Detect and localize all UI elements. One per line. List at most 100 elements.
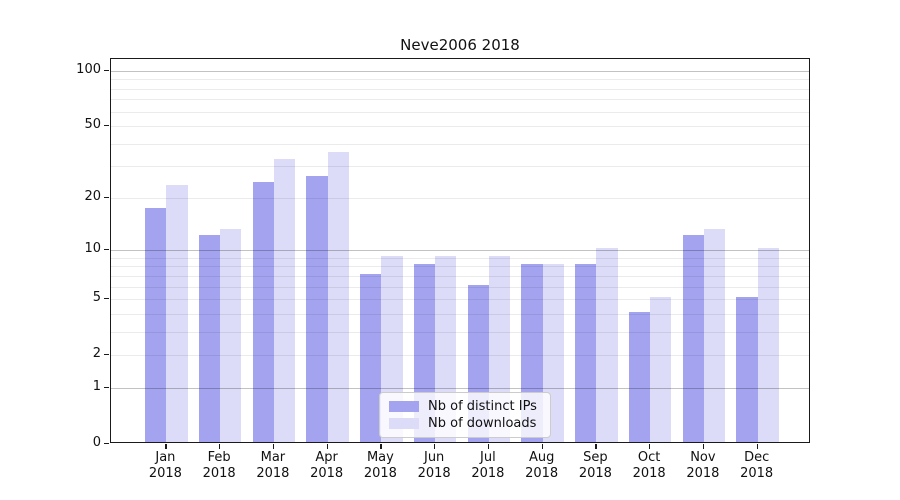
minor-gridline-40 [111, 143, 809, 145]
bar-apr-distinct-ips [306, 175, 328, 442]
x-label-month: Jan [155, 450, 176, 465]
x-tick-label-jan: Jan 2018 [149, 450, 182, 482]
bar-feb-downloads [220, 228, 242, 442]
x-tick-feb [219, 444, 221, 449]
minor-gridline-80 [111, 88, 809, 90]
minor-gridline-50 [111, 126, 809, 128]
bar-dec-distinct-ips [736, 297, 758, 442]
x-tick-mar [272, 444, 275, 449]
x-label-year: 2018 [686, 466, 720, 481]
x-label-month: Nov [690, 450, 716, 465]
minor-gridline-90 [111, 79, 809, 81]
bar-feb-distinct-ips [198, 234, 221, 442]
x-tick-label-jul: Jul 2018 [471, 450, 504, 482]
bar-sep-distinct-ips [575, 264, 597, 442]
x-tick-label-aug: Aug 2018 [525, 450, 558, 482]
x-label-year: 2018 [148, 466, 182, 481]
x-label-month: Aug [528, 450, 555, 465]
chart-title: Neve2006 2018 [400, 36, 520, 54]
major-gridline-100 [111, 70, 809, 72]
x-label-month: Jul [480, 450, 496, 465]
y-tick-label-10: 10 [84, 241, 101, 257]
bar-may-distinct-ips [360, 273, 382, 442]
bar-mar-downloads [273, 159, 296, 442]
x-tick-label-oct: Oct 2018 [633, 450, 666, 482]
x-tick-oct [649, 444, 651, 449]
minor-gridline-6 [111, 286, 809, 288]
x-tick-nov [702, 444, 705, 449]
bar-jan-distinct-ips [145, 208, 167, 442]
y-tick-50 [104, 125, 109, 127]
x-tick-label-mar: Mar 2018 [256, 450, 289, 482]
minor-gridline-9 [111, 257, 809, 259]
x-label-year: 2018 [525, 466, 559, 481]
y-tick-20 [104, 196, 109, 199]
x-tick-may [380, 444, 382, 449]
x-tick-label-nov: Nov 2018 [686, 450, 719, 482]
legend: Nb of distinct IPs Nb of downloads [379, 392, 551, 438]
x-label-year: 2018 [471, 466, 505, 481]
x-label-month: Jun [423, 450, 445, 465]
x-tick-jan [165, 444, 167, 449]
x-label-year: 2018 [740, 466, 774, 481]
y-tick-label-5: 5 [92, 290, 101, 306]
x-label-month: Dec [744, 450, 770, 465]
legend-swatch-downloads [389, 418, 419, 429]
x-tick-dec [756, 444, 758, 449]
y-tick-2 [104, 354, 109, 356]
minor-gridline-4 [111, 313, 809, 315]
x-tick-sep [595, 444, 597, 449]
x-tick-label-dec: Dec 2018 [740, 450, 773, 482]
x-tick-label-sep: Sep 2018 [579, 450, 612, 482]
y-tick-0 [104, 443, 109, 445]
x-tick-jun [434, 444, 436, 449]
x-label-year: 2018 [578, 466, 612, 481]
x-label-year: 2018 [310, 466, 344, 481]
x-label-year: 2018 [363, 466, 397, 481]
x-tick-apr [326, 444, 328, 449]
legend-item-distinct-ips: Nb of distinct IPs [389, 399, 541, 414]
x-tick-label-apr: Apr 2018 [310, 450, 343, 482]
x-label-month: Oct [637, 450, 661, 465]
x-tick-aug [541, 444, 543, 449]
bar-apr-downloads [327, 152, 349, 442]
x-label-month: Sep [583, 450, 608, 465]
minor-gridline-20 [111, 197, 809, 199]
bar-oct-downloads [650, 297, 672, 442]
legend-label-distinct-ips: Nb of distinct IPs [428, 399, 537, 414]
y-tick-10 [104, 249, 109, 251]
x-label-month: Mar [260, 450, 286, 465]
bar-dec-downloads [757, 248, 779, 442]
y-tick-label-2: 2 [92, 346, 101, 362]
y-tick-5 [104, 298, 109, 300]
legend-swatch-distinct-ips [389, 401, 419, 412]
major-gridline-1 [111, 387, 809, 389]
x-label-year: 2018 [256, 466, 290, 481]
minor-gridline-7 [111, 275, 809, 277]
x-label-year: 2018 [417, 466, 451, 481]
x-tick-label-jun: Jun 2018 [418, 450, 451, 482]
y-tick-label-20: 20 [84, 188, 101, 204]
x-tick-label-feb: Feb 2018 [203, 450, 236, 482]
x-label-month: Feb [207, 450, 231, 465]
y-tick-label-100: 100 [76, 61, 101, 77]
bar-mar-distinct-ips [252, 181, 274, 442]
bar-sep-downloads [596, 248, 618, 442]
x-tick-jul [487, 444, 490, 449]
bar-oct-distinct-ips [628, 311, 651, 442]
y-tick-label-0: 0 [92, 435, 101, 450]
minor-gridline-5 [111, 299, 809, 301]
bar-nov-downloads [703, 228, 726, 442]
bar-nov-distinct-ips [682, 234, 704, 442]
y-tick-1 [104, 386, 109, 389]
legend-item-downloads: Nb of downloads [389, 416, 541, 431]
minor-gridline-30 [111, 166, 809, 168]
minor-gridline-3 [111, 331, 809, 333]
x-label-year: 2018 [202, 466, 236, 481]
x-label-month: May [366, 450, 394, 465]
legend-label-downloads: Nb of downloads [428, 416, 537, 431]
minor-gridline-2 [111, 355, 809, 357]
minor-gridline-8 [111, 266, 809, 268]
minor-gridline-70 [111, 99, 809, 101]
